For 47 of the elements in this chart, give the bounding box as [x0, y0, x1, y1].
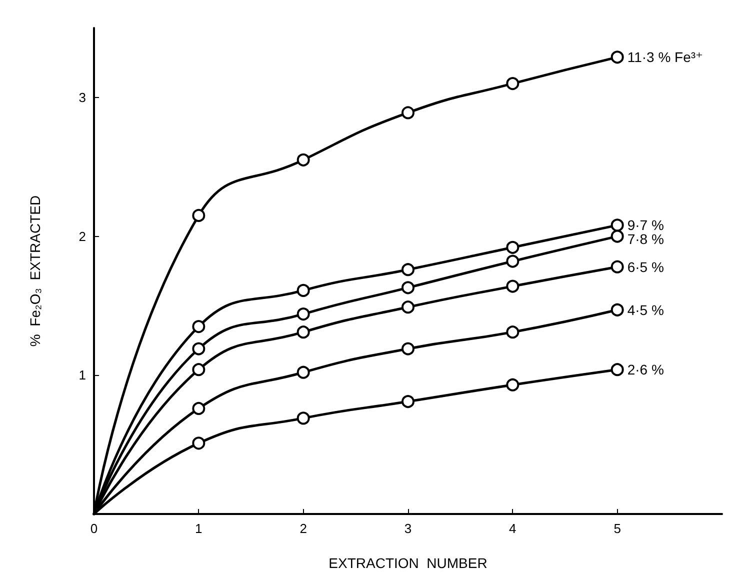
point: [402, 106, 414, 120]
point: [506, 280, 520, 293]
series-label: 2·6 %: [627, 362, 664, 378]
series-label: 6·5 %: [627, 258, 664, 275]
point: [402, 300, 414, 314]
point: [192, 363, 206, 376]
point: [506, 254, 520, 268]
point: [192, 342, 206, 356]
point: [296, 326, 310, 339]
point: [296, 366, 310, 379]
series-label: 4·5 %: [627, 302, 664, 318]
point: [610, 260, 624, 274]
point: [402, 342, 414, 356]
x-tick-label: 2: [300, 521, 307, 536]
series-label: 9·7 %: [627, 217, 664, 234]
series-label: 7·8 %: [627, 231, 664, 248]
point: [610, 363, 624, 376]
point: [506, 240, 520, 254]
x-tick-label: 3: [404, 521, 412, 536]
point: [192, 436, 206, 450]
point: [402, 281, 414, 294]
point: [296, 412, 310, 425]
y-tick-label: 1: [78, 368, 86, 383]
point: [610, 50, 624, 64]
point: [506, 77, 520, 90]
point: [506, 326, 520, 339]
point: [296, 153, 310, 166]
point: [610, 303, 624, 316]
y-tick-label: 2: [78, 228, 86, 244]
x-tick-label: 5: [614, 521, 621, 536]
x-tick-label: 4: [509, 521, 516, 536]
x-tick-label: 1: [195, 521, 202, 536]
point: [192, 320, 206, 334]
y-tick-label: 3: [78, 90, 86, 105]
point: [610, 218, 624, 232]
point: [402, 263, 414, 276]
x-axis-title: EXTRACTION NUMBER: [328, 555, 488, 571]
point: [506, 378, 520, 392]
point: [296, 308, 310, 321]
point: [192, 402, 206, 415]
series-label: 11·3 % Fe³⁺: [627, 49, 703, 66]
point: [296, 284, 310, 297]
point: [192, 208, 206, 222]
y-axis-title: % Fe₂O₃ EXTRACTED: [27, 195, 43, 347]
point: [402, 395, 414, 408]
x-tick-label: 0: [90, 521, 98, 536]
point: [610, 230, 624, 243]
